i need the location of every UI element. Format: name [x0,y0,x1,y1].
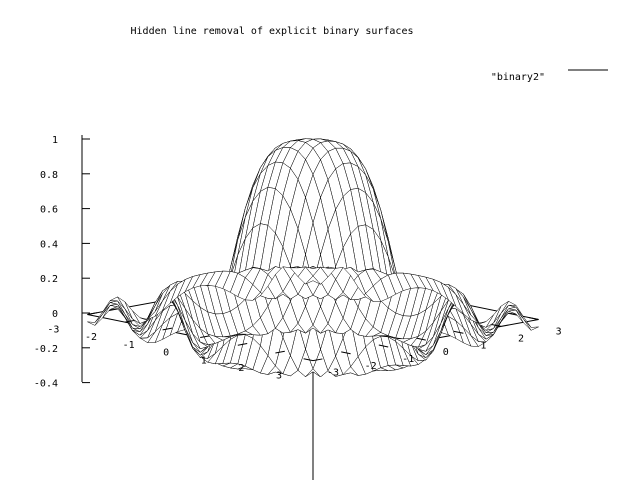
z-tick-label: -0.2 [34,344,58,355]
z-tick-label: 0.2 [40,274,58,285]
x-axis-ticks: -3 -2 -1 0 1 2 3 [47,312,323,382]
x-tick-mark [275,350,285,354]
y-tick-mark [378,344,389,348]
x-tick-mark [200,335,210,339]
x-tick-label: 3 [276,371,282,382]
y-tick-mark [303,358,314,362]
y-tick-label: 0 [443,347,449,358]
y-axis-ticks: -3 -2 -1 0 1 2 3 [303,317,562,379]
x-tick-label: 2 [238,363,244,374]
z-tick-label: 0 [52,309,58,320]
y-tick-mark [453,330,464,334]
x-tick-label: -3 [47,324,59,335]
x-tick-label: -1 [123,340,135,351]
y-tick-label: 1 [480,340,486,351]
x-tick-mark [237,343,248,346]
y-tick-mark [416,337,426,341]
z-tick-label: 0.8 [40,170,58,181]
x-tick-mark [312,358,323,362]
legend: "binary2" [491,69,608,83]
x-tick-mark [124,319,135,323]
z-tick-label: 1 [52,135,58,146]
y-tick-label: -1 [402,354,414,365]
x-tick-label: -2 [85,332,97,343]
y-tick-mark [341,351,351,355]
z-tick-label: 0.4 [40,239,58,250]
y-tick-mark [529,317,539,321]
y-tick-label: -3 [327,368,339,379]
y-tick-mark [491,323,502,327]
x-tick-mark [87,312,97,315]
chart-title: Hidden line removal of explicit binary s… [131,26,414,37]
x-tick-mark [162,327,173,331]
y-tick-label: 2 [518,333,524,344]
legend-label: "binary2" [491,72,545,83]
mesh-cell [305,275,321,285]
y-tick-label: 3 [556,327,562,338]
z-axis-ticks: -0.4 -0.2 0 0.2 0.4 0.6 0.8 1 [34,135,90,390]
x-tick-label: 0 [163,348,169,359]
z-tick-label: 0.6 [40,205,58,216]
x-tick-label: 1 [201,355,207,366]
y-tick-label: -2 [365,361,377,372]
z-tick-label: -0.4 [34,379,58,390]
surface-mesh [87,138,539,378]
